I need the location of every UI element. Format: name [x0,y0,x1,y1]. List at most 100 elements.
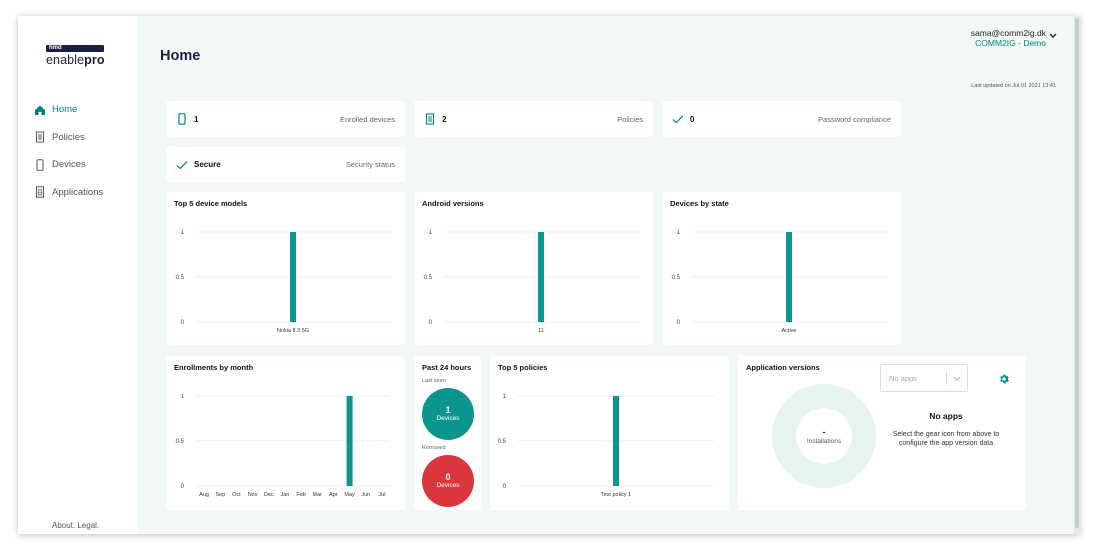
past-24-hours-card: Past 24 hours Last seen 1 Devices Remove… [414,356,481,510]
x-tick-label: Test policy 1 [601,492,631,498]
bar [346,396,353,486]
chart-title: Devices by state [670,199,729,208]
x-tick-label: Oct [232,492,241,498]
footer-links[interactable]: About. Legal. [52,521,100,530]
last-seen-unit: Devices [436,415,460,422]
device-icon [34,159,46,171]
chevron-down-icon[interactable] [953,375,961,384]
y-tick-label: 0 [429,320,433,326]
x-tick-label: Sep [215,492,225,498]
chevron-down-icon[interactable] [1049,31,1057,41]
y-tick-label: 0 [677,320,681,326]
x-tick-label: May [344,492,355,498]
stat-card-enrolled-devices[interactable]: 1 Enrolled devices [166,101,405,137]
x-tick-label: Nokia 8.3 5G [277,328,309,334]
application-versions-card: Application versions No apps - Installat… [738,356,1026,510]
stat-value: 1 [194,114,199,124]
sidebar-item-applications[interactable]: Applications [34,179,103,207]
stat-card-security-status[interactable]: Secure Security status [166,147,405,182]
logo-tag: hmd [46,45,104,52]
sidebar-item-label: Devices [52,159,86,171]
no-apps-message: Select the gear icon from above to confi… [892,431,1000,447]
chart-card-top-device-models: 0 0.5 1 Nokia 8.3 5G Top 5 device models [166,192,405,345]
chart-plot: 0 0.5 1 Aug Sep Oct Nov Dec Jan Feb Mar Apr May Jun Ju… [176,394,390,498]
installations-count: - [822,426,826,437]
x-tick-label: 11 [538,328,544,334]
y-tick-label: 0.5 [672,275,681,281]
chart-title: Enrollments by month [174,363,254,372]
page-title: Home [160,48,201,64]
x-tick-label: Active [782,328,797,334]
bar [613,396,619,486]
last-updated: Last updated on Jul 01 2021 13:41 [971,83,1056,89]
bar [538,232,544,322]
logo[interactable]: hmd enablepro [46,36,108,67]
removed-count: 0 [445,472,451,482]
no-apps-title: No apps [929,411,963,421]
sidebar: hmd enablepro Home Policies Devices [18,16,138,534]
user-email: sama@comm2ig.dk [970,28,1046,38]
stat-card-password-compliance[interactable]: 0 Password compliance [662,101,901,137]
check-icon [672,113,684,125]
stat-label: Password compliance [818,114,891,124]
policy-icon [34,131,46,143]
device-icon [176,113,188,125]
user-org: COMM2IG - Demo [975,38,1046,48]
last-seen-label: Last seen [422,378,446,384]
x-tick-label: Dec [264,492,274,498]
sidebar-nav: Home Policies Devices Applications [34,96,103,206]
y-tick-label: 0.5 [176,439,185,445]
app-window: hmd enablepro Home Policies Devices [18,16,1080,534]
main-content: Home sama@comm2ig.dk COMM2IG - Demo Last… [138,16,1080,534]
chart-card-top-policies: 0 0.5 1 Test policy 1 Top 5 policies [490,356,729,510]
user-menu[interactable]: sama@comm2ig.dk COMM2IG - Demo [970,28,1057,48]
policy-icon [424,113,436,125]
scrollbar-thumb[interactable] [1075,18,1079,528]
donut-center: - Installations [796,408,852,464]
last-seen-circle[interactable]: 1 Devices [422,388,474,440]
app-select-placeholder: No apps [889,373,917,383]
x-tick-label: Aug [199,492,209,498]
gear-icon[interactable] [998,372,1010,390]
chart-plot: 0 0.5 1 Test policy 1 [498,394,714,498]
sidebar-item-label: Home [52,104,78,116]
sidebar-item-label: Applications [52,186,104,198]
app-select[interactable]: No apps [880,364,968,392]
sidebar-item-devices[interactable]: Devices [34,151,103,179]
y-tick-label: 1 [181,394,185,400]
stat-label: Enrolled devices [339,114,395,124]
x-tick-label: Nov [248,492,258,498]
scrollbar[interactable] [1074,16,1080,534]
logo-light: enable [46,53,85,67]
y-tick-label: 1 [677,230,681,236]
x-tick-label: Mar [313,492,323,498]
removed-label: Removed [422,445,446,451]
chart-plot: 0 0.5 1 Nokia 8.3 5G [176,230,390,334]
y-tick-label: 0.5 [176,275,185,281]
stat-card-policies[interactable]: 2 Policies [414,101,653,137]
logo-bold: pro [84,53,105,67]
y-tick-label: 0.5 [424,275,433,281]
y-tick-label: 1 [181,230,185,236]
chart-title: Top 5 policies [498,363,548,372]
chart-title: Top 5 device models [174,199,248,208]
check-icon [176,159,188,171]
chart-card-devices-by-state: 0 0.5 1 Active Devices by state [662,192,901,345]
y-tick-label: 1 [429,230,433,236]
sidebar-item-label: Policies [52,131,85,143]
chart-card-enrollments-by-month: 0 0.5 1 Aug Sep Oct Nov Dec Jan Feb Mar Apr May Jun Ju… [166,356,405,510]
logo-text: enablepro [46,54,108,67]
sidebar-item-policies[interactable]: Policies [34,124,103,152]
x-tick-label: Jan [280,492,289,498]
app-versions-title: Application versions [746,363,820,372]
x-tick-label: Feb [296,492,305,498]
home-icon [34,104,46,116]
sidebar-item-home[interactable]: Home [34,96,103,124]
removed-circle[interactable]: 0 Devices [422,455,474,507]
chart-plot: 0 0.5 1 Active [672,230,886,334]
y-tick-label: 0.5 [498,439,507,445]
stat-value: Secure [194,160,221,169]
chart-card-android-versions: 0 0.5 1 11 Android versions [414,192,653,345]
stat-label: Security status [345,160,395,169]
